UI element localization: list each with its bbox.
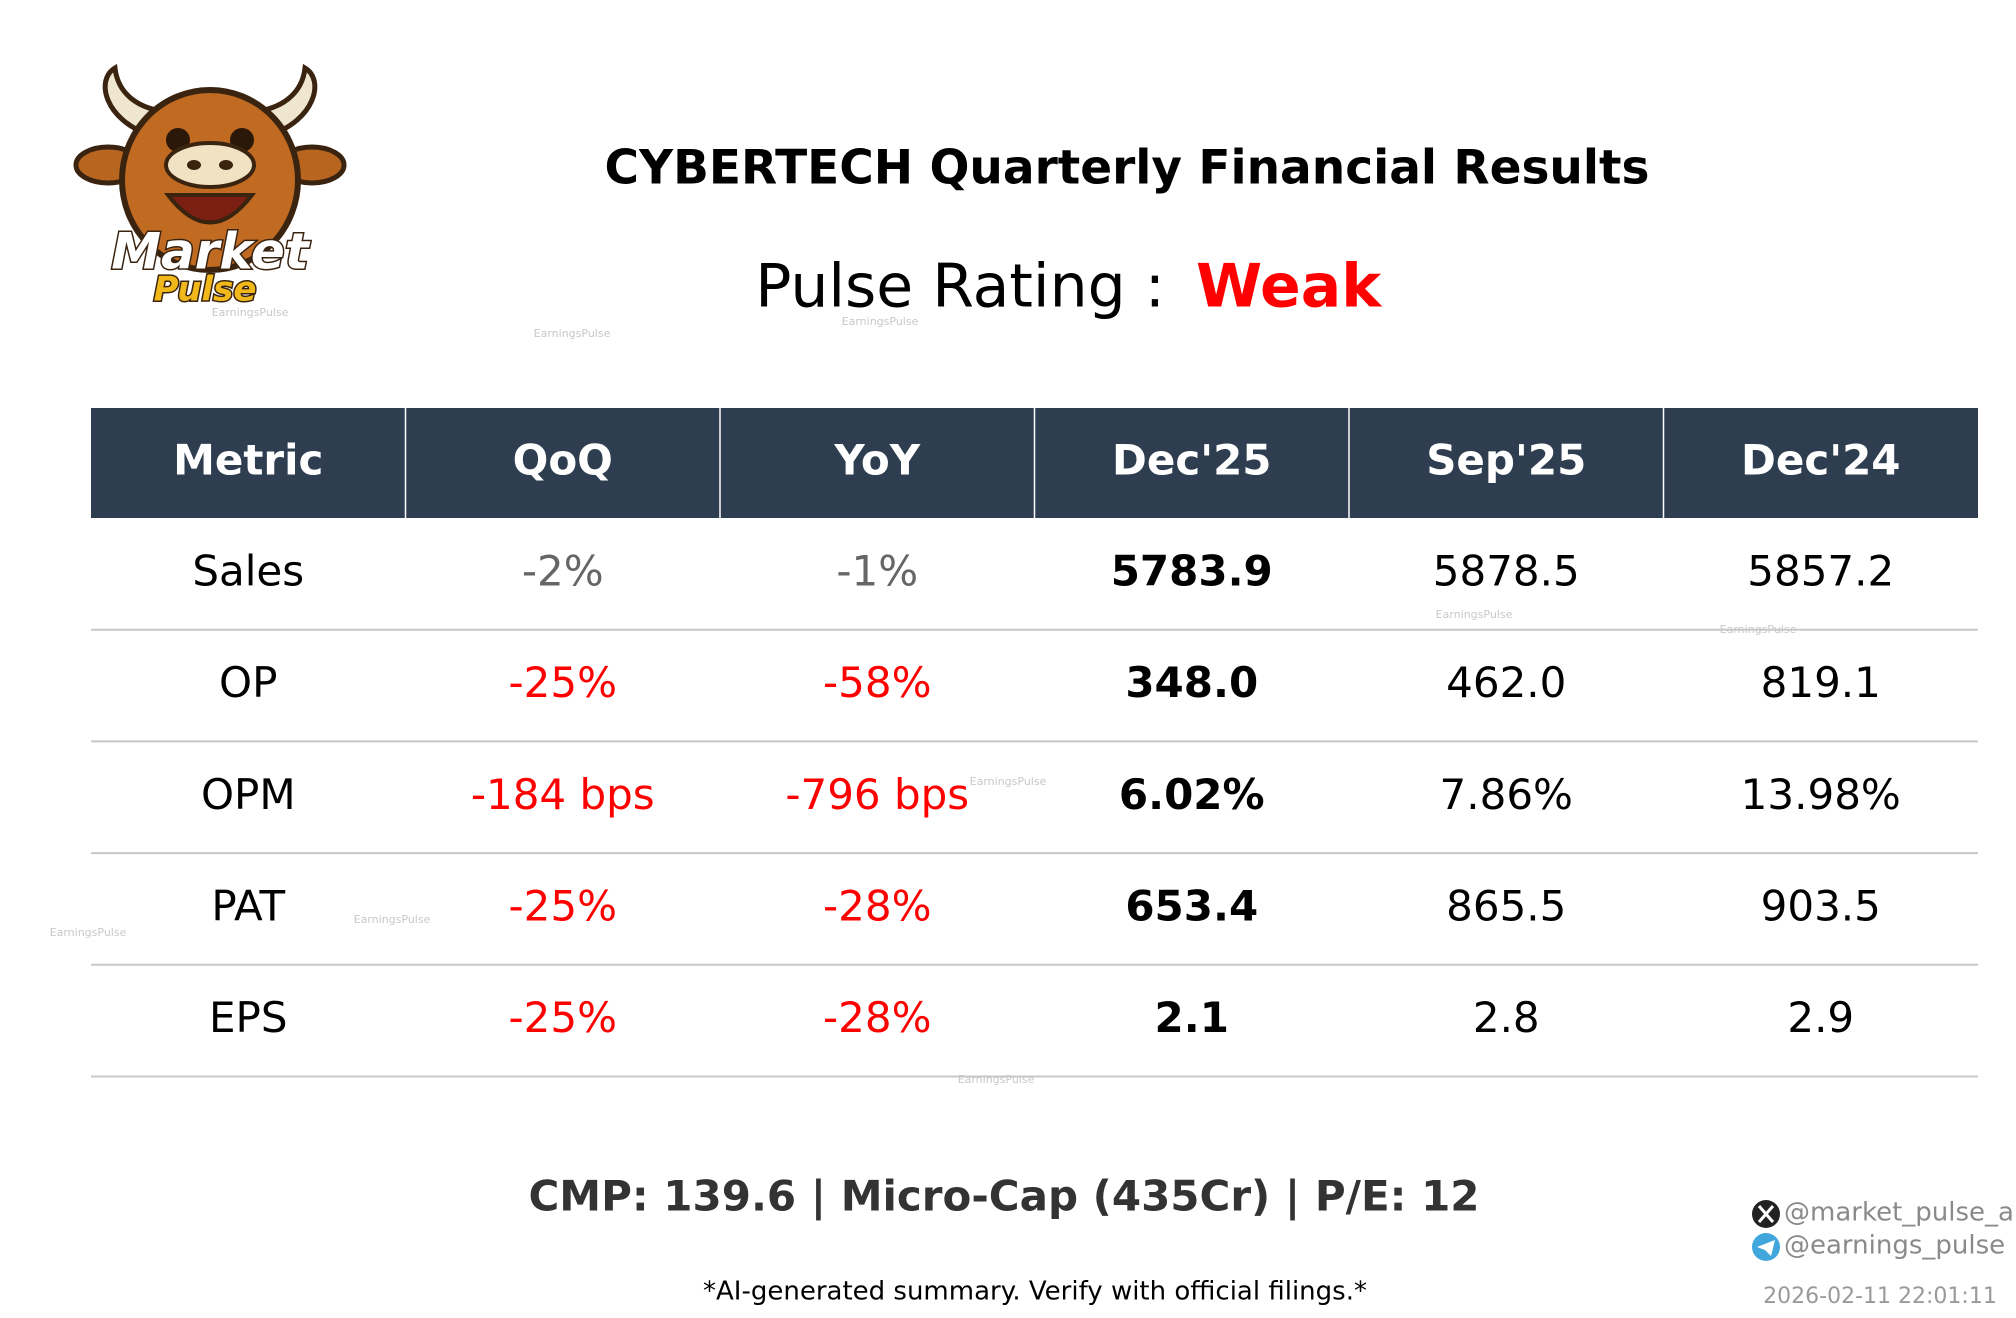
title: CYBERTECH Quarterly Financial Results [605,141,1650,196]
watermark: EarningsPulse [354,913,431,926]
cell: 462.0 [1446,658,1566,707]
watermark: EarningsPulse [534,327,611,340]
column-header: QoQ [513,436,613,485]
social: @market_pulse_ai @earnings_pulse [1752,1198,2016,1261]
cell: 5783.9 [1111,546,1273,595]
cell: 2.1 [1155,993,1229,1042]
column-header: Metric [173,436,323,485]
cell: OPM [201,770,296,819]
cell: 13.98% [1741,770,1901,819]
cell: -25% [508,658,617,707]
handle: @market_pulse_ai [1784,1198,2016,1228]
cell: 2.8 [1473,993,1540,1042]
watermark: EarningsPulse [1436,608,1513,621]
column-header: Sep'25 [1426,436,1586,485]
watermark: EarningsPulse [50,926,127,939]
cell: Sales [192,546,304,595]
watermark: EarningsPulse [958,1073,1035,1086]
cell: 653.4 [1125,881,1258,930]
handle: @earnings_pulse [1784,1231,2005,1261]
table: Metric QoQ YoY Dec'25 Sep'25 Dec'24 Sales -2% -1… [91,408,1978,1078]
cell: 903.5 [1761,881,1881,930]
cell: -25% [508,993,617,1042]
cell: -25% [508,881,617,930]
cell: OP [219,658,277,707]
disclaimer: *AI-generated summary. Verify with offic… [703,1277,1367,1307]
cell: -58% [823,658,932,707]
logo: Market Pulse [73,63,347,311]
cell: -1% [836,546,918,595]
cell: 6.02% [1119,770,1265,819]
rating-label: Pulse Rating : [755,252,1165,322]
cell: 348.0 [1125,658,1258,707]
summary: CMP: 139.6 | Micro-Cap (435Cr) | P/E: 12 [528,1172,1479,1221]
watermark: EarningsPulse [1720,623,1797,636]
cell: -184 bps [471,770,655,819]
cell: 865.5 [1446,881,1566,930]
column-header: YoY [833,436,920,485]
watermark: EarningsPulse [842,315,919,328]
cell: 5857.2 [1747,546,1894,595]
cell: 2.9 [1787,993,1854,1042]
rating-value: Weak [1196,252,1383,322]
cell: -796 bps [785,770,969,819]
timestamp: 2026-02-11 22:01:11 [1763,1284,1997,1309]
cell: -28% [823,881,932,930]
cell: EPS [209,993,288,1042]
column-header: Dec'25 [1112,436,1272,485]
cell: PAT [211,881,285,930]
cell: 819.1 [1761,658,1881,707]
cell: -2% [522,546,604,595]
cell: 5878.5 [1433,546,1580,595]
watermark: EarningsPulse [212,306,289,319]
cell: -28% [823,993,932,1042]
cell: 7.86% [1440,770,1573,819]
column-header: Dec'24 [1741,436,1901,485]
logo-text: Market [111,223,311,281]
watermark: EarningsPulse [970,775,1047,788]
logo-text: Pulse [154,270,257,310]
